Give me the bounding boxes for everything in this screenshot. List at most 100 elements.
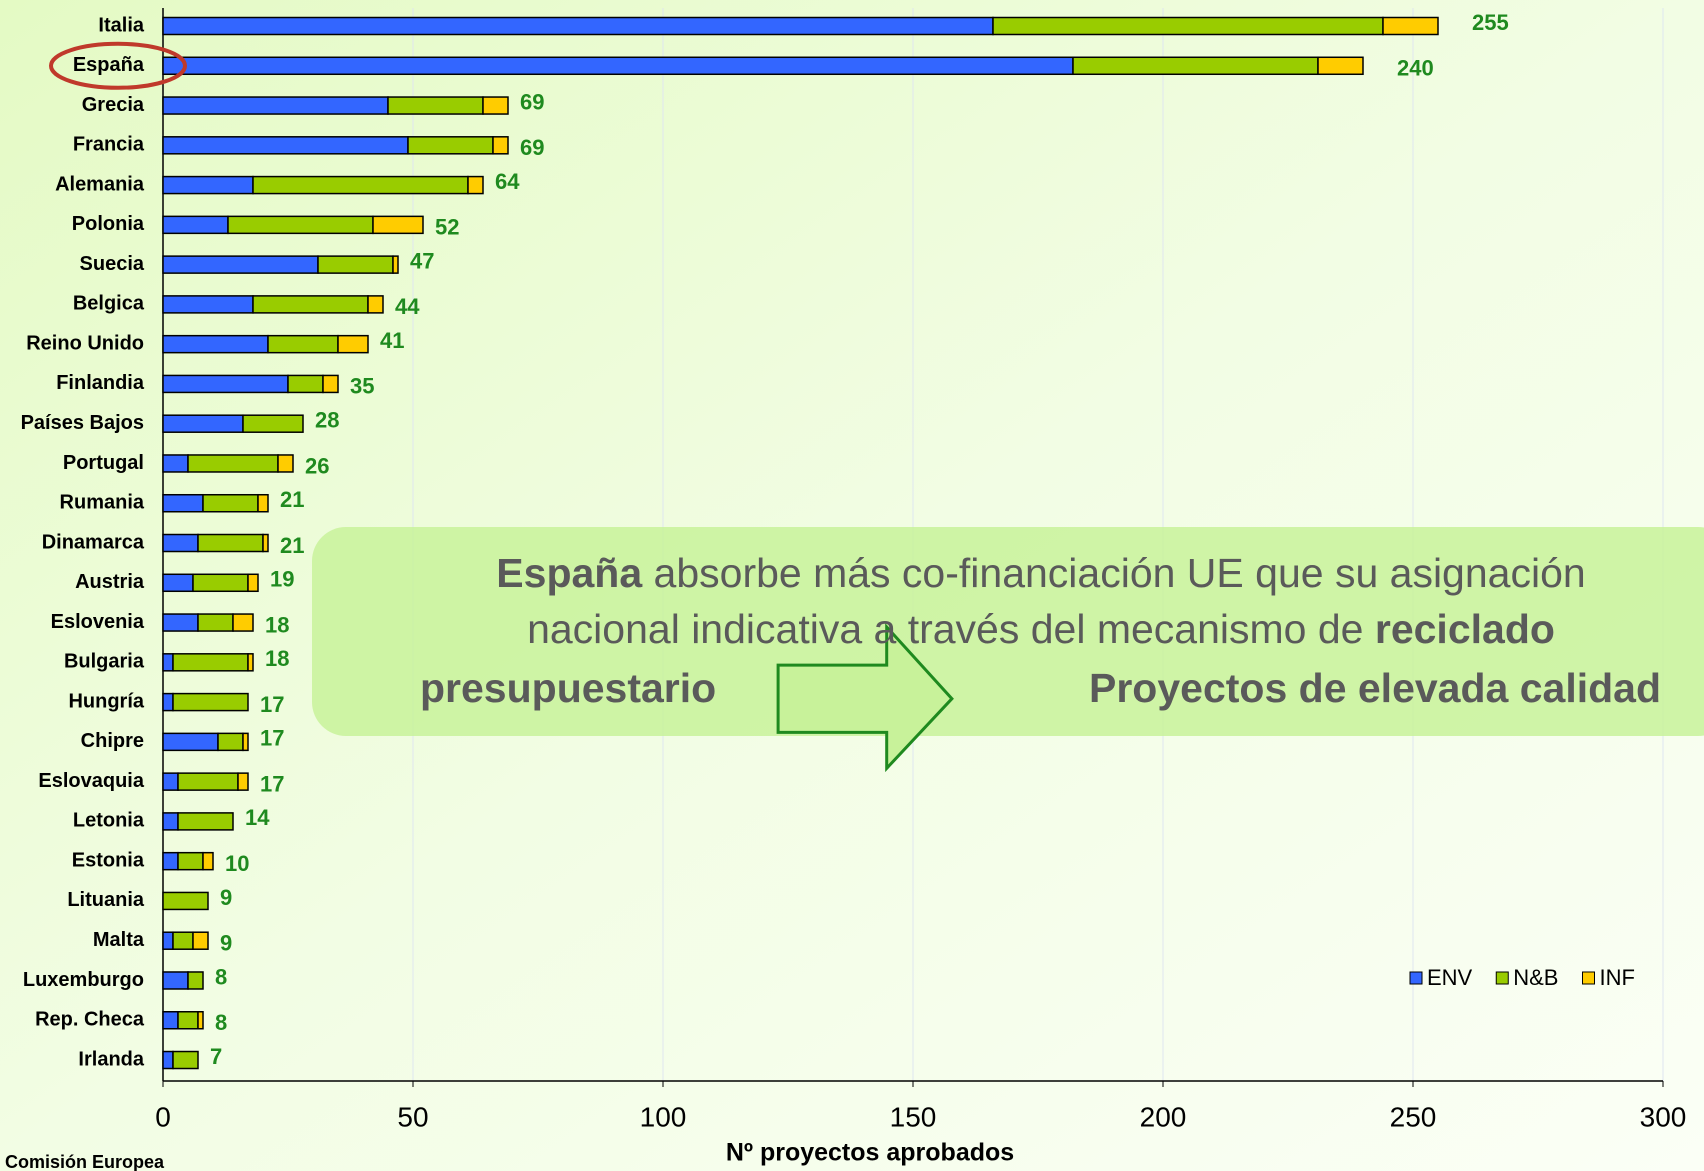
x-axis-title: Nº proyectos aprobados: [726, 1139, 1014, 1167]
bar-segment: [367, 295, 384, 314]
y-tick-label: Lituania: [67, 889, 145, 911]
bar-segment: [177, 851, 204, 871]
y-tick-label: Hungría: [68, 690, 144, 712]
annotation: presupuestario: [420, 665, 716, 711]
data-label: 18: [265, 646, 289, 671]
bar-segment: [162, 971, 189, 990]
y-tick-label: Rep. Checa: [35, 1009, 145, 1031]
y-tick-label: Irlanda: [78, 1048, 144, 1070]
data-label: 10: [225, 851, 249, 876]
bar-segment: [162, 1011, 179, 1030]
bar-segment: [992, 16, 1384, 36]
x-tick-label: 150: [890, 1101, 937, 1132]
y-tick-label: Francia: [73, 134, 145, 156]
bar-segment: [162, 334, 269, 354]
bar-segment: [162, 16, 994, 36]
bar-segment: [277, 454, 294, 473]
bar-segment: [177, 772, 239, 791]
bar-segment: [232, 613, 254, 632]
bar-segment: [162, 1050, 174, 1070]
annotation-segment: presupuestario: [420, 665, 716, 711]
bar-segment: [162, 454, 189, 473]
y-tick-label: España: [73, 54, 145, 76]
y-tick-label: Italia: [98, 14, 144, 36]
bar-segment: [372, 215, 424, 235]
x-tick-label: 0: [155, 1101, 171, 1132]
bar-segment: [162, 931, 174, 950]
bar-segment: [407, 136, 494, 155]
bar-segment: [162, 772, 179, 791]
bar-segment: [392, 255, 399, 274]
bar-segment: [162, 891, 209, 911]
bar-segment: [247, 573, 259, 593]
data-label: 47: [410, 248, 434, 273]
bar-segment: [242, 732, 249, 752]
bar-segment: [177, 1011, 199, 1030]
data-label: 8: [215, 964, 227, 989]
bar-segment: [162, 175, 254, 195]
data-label: 44: [395, 294, 420, 319]
data-label: 19: [270, 567, 294, 592]
data-label: 41: [380, 328, 404, 353]
bar-segment: [227, 215, 374, 235]
y-tick-label: Chipre: [81, 730, 144, 752]
bar-segment: [162, 215, 229, 235]
annotation-segment: nacional indicativa a través del mecanis…: [527, 606, 1375, 652]
legend-label: INF: [1600, 965, 1635, 990]
bar-segment: [162, 653, 174, 672]
bar-segment: [172, 931, 194, 950]
y-tick-label: Estonia: [72, 849, 145, 871]
y-tick-label: Portugal: [63, 452, 144, 474]
data-label: 64: [495, 169, 520, 194]
y-tick-label: Países Bajos: [21, 412, 144, 434]
y-tick-label: Malta: [93, 929, 145, 951]
annotation: España absorbe más co-financiación UE qu…: [496, 550, 1585, 596]
bar-segment: [162, 374, 289, 394]
bar-segment: [162, 136, 409, 155]
bar-segment: [1382, 16, 1439, 36]
legend-swatch: [1495, 971, 1509, 985]
data-label: 28: [315, 408, 339, 433]
y-tick-label: Finlandia: [56, 372, 145, 394]
bar-segment: [287, 374, 324, 394]
bar-segment: [197, 533, 264, 553]
x-tick-label: 300: [1640, 1101, 1687, 1132]
bar-segment: [162, 493, 204, 513]
y-tick-label: Grecia: [82, 94, 145, 116]
data-label: 35: [350, 374, 374, 399]
bar-segment: [162, 414, 244, 433]
y-tick-label: Eslovenia: [51, 611, 145, 633]
bar-segment: [162, 295, 254, 314]
y-tick-label: Rumania: [60, 492, 145, 514]
data-label: 9: [220, 931, 232, 956]
bar-segment: [172, 653, 249, 672]
data-label: 21: [280, 487, 304, 512]
x-tick-label: 100: [640, 1101, 687, 1132]
bar-segment: [197, 613, 234, 632]
bar-segment: [1317, 56, 1364, 76]
legend-swatch: [1409, 971, 1423, 985]
bar-segment: [162, 533, 199, 553]
bar-segment: [492, 136, 509, 155]
bar-segment: [322, 374, 339, 394]
bar-segment: [337, 334, 369, 354]
bar-segment: [192, 931, 209, 950]
data-label: 17: [260, 771, 284, 796]
y-tick-label: Eslovaquia: [38, 770, 144, 792]
bar-segment: [217, 732, 244, 752]
bar-segment: [162, 613, 199, 632]
bar-segment: [162, 692, 174, 712]
y-tick-label: Bulgaria: [64, 651, 145, 673]
data-label: 7: [210, 1044, 222, 1069]
bar-segment: [262, 533, 269, 553]
data-label: 17: [260, 692, 284, 717]
x-tick-label: 200: [1140, 1101, 1187, 1132]
annotation: nacional indicativa a través del mecanis…: [527, 606, 1555, 652]
bar-segment: [162, 732, 219, 752]
y-tick-label: Belgica: [73, 293, 145, 315]
data-label: 17: [260, 726, 284, 751]
data-label: 255: [1472, 10, 1509, 35]
bar-segment: [162, 851, 179, 871]
y-tick-label: Dinamarca: [42, 531, 145, 553]
bar-segment: [252, 295, 369, 314]
